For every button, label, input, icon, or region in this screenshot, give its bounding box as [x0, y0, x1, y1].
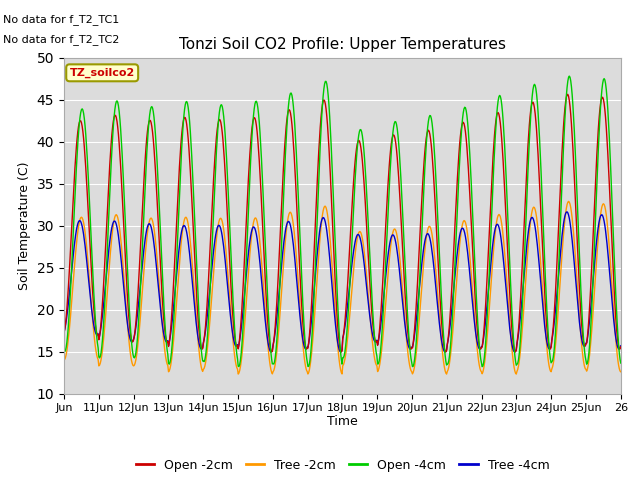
Open -2cm [564, 92, 572, 97]
Tree -2cm [255, 233, 263, 239]
Tree -2cm [513, 371, 520, 377]
Text: No data for f_T2_TC1: No data for f_T2_TC1 [3, 14, 120, 25]
Line: Tree -2cm: Tree -2cm [64, 202, 621, 374]
Tree -2cm [564, 199, 572, 204]
Open -2cm [617, 344, 625, 350]
Tree -4cm [442, 349, 449, 355]
Open -4cm [431, 158, 439, 164]
Tree -4cm [400, 311, 408, 317]
Tree -4cm [431, 275, 439, 281]
Open -4cm [60, 348, 68, 354]
Open -2cm [337, 349, 345, 355]
X-axis label: Time: Time [327, 415, 358, 428]
Open -4cm [400, 234, 408, 240]
Open -4cm [255, 120, 263, 125]
Open -2cm [125, 321, 133, 326]
Open -4cm [478, 364, 486, 370]
Y-axis label: Soil Temperature (C): Soil Temperature (C) [18, 161, 31, 290]
Open -2cm [255, 158, 263, 164]
Text: No data for f_T2_TC2: No data for f_T2_TC2 [3, 34, 120, 45]
Tree -2cm [431, 258, 439, 264]
Tree -4cm [276, 276, 284, 282]
Tree -4cm [563, 209, 571, 215]
Tree -4cm [255, 253, 263, 259]
Open -2cm [401, 281, 408, 287]
Open -4cm [617, 360, 625, 366]
Open -2cm [228, 296, 236, 301]
Line: Tree -4cm: Tree -4cm [64, 212, 621, 352]
Open -2cm [432, 211, 440, 217]
Text: TZ_soilco2: TZ_soilco2 [70, 68, 135, 78]
Tree -2cm [400, 303, 408, 309]
Title: Tonzi Soil CO2 Profile: Upper Temperatures: Tonzi Soil CO2 Profile: Upper Temperatur… [179, 37, 506, 52]
Open -4cm [565, 73, 573, 79]
Open -2cm [60, 330, 68, 336]
Tree -2cm [276, 306, 284, 312]
Tree -2cm [60, 357, 68, 363]
Open -4cm [276, 270, 284, 276]
Tree -4cm [125, 333, 133, 339]
Tree -2cm [228, 323, 236, 328]
Line: Open -2cm: Open -2cm [64, 95, 621, 352]
Tree -2cm [617, 369, 625, 374]
Tree -4cm [60, 329, 68, 335]
Open -4cm [125, 307, 133, 312]
Line: Open -4cm: Open -4cm [64, 76, 621, 367]
Open -2cm [276, 229, 284, 235]
Tree -4cm [228, 324, 236, 330]
Tree -2cm [125, 342, 133, 348]
Tree -4cm [617, 343, 625, 348]
Legend: Open -2cm, Tree -2cm, Open -4cm, Tree -4cm: Open -2cm, Tree -2cm, Open -4cm, Tree -4… [131, 454, 554, 477]
Open -4cm [228, 269, 236, 275]
